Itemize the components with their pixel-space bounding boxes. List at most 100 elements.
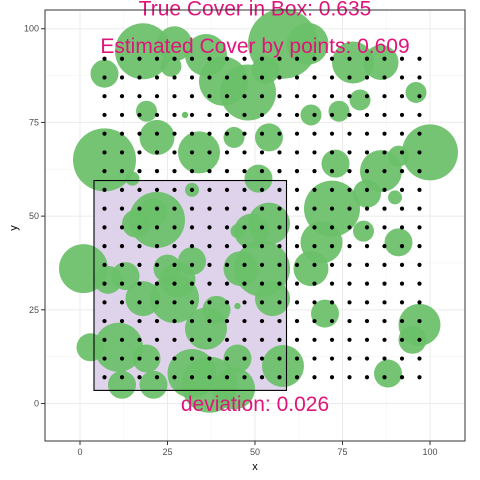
sample-point [417, 206, 422, 211]
sample-point [102, 169, 107, 174]
sample-point [224, 75, 230, 80]
sample-point [277, 56, 282, 61]
sample-point [207, 94, 212, 99]
sample-point [382, 375, 387, 380]
sample-point [189, 375, 195, 380]
cover-circle [262, 345, 304, 388]
sample-point [224, 94, 230, 99]
cover-circle [132, 344, 161, 373]
sample-point [347, 56, 352, 61]
sample-point [242, 206, 247, 211]
sample-point [189, 169, 195, 174]
sample-point [137, 131, 142, 136]
cover-circle-small [234, 302, 241, 310]
sample-point [154, 169, 160, 174]
sample-point [154, 262, 160, 267]
sample-point [417, 262, 422, 267]
sample-point [312, 318, 317, 324]
cover-circle [300, 104, 322, 126]
sample-point [277, 206, 282, 211]
sample-point [347, 337, 352, 342]
sample-point [294, 318, 300, 324]
sample-point [382, 225, 387, 230]
sample-point [207, 75, 212, 80]
cover-circle [255, 123, 283, 152]
sample-point [294, 244, 300, 249]
sample-point [417, 281, 422, 286]
sample-point [172, 206, 177, 211]
sample-point [189, 356, 195, 361]
x-tick-label: 25 [162, 447, 172, 457]
sample-point [154, 94, 160, 99]
sample-point [417, 169, 422, 174]
sample-point [224, 262, 230, 267]
sample-point [382, 187, 387, 192]
sample-point [329, 131, 335, 136]
sample-point [137, 356, 142, 361]
sample-point [259, 337, 265, 342]
sample-point [242, 225, 247, 230]
y-tick-label: 50 [29, 211, 39, 221]
cover-circle [90, 59, 119, 88]
sample-point [364, 281, 370, 286]
sample-point [277, 244, 282, 249]
sample-point [224, 356, 230, 361]
cover-circle [108, 370, 136, 399]
sample-point [172, 244, 177, 249]
cover-circle [286, 22, 329, 65]
sample-point [294, 112, 300, 118]
sample-point [312, 112, 317, 118]
sample-point [207, 56, 212, 61]
sample-point [137, 75, 142, 80]
sample-point [347, 131, 352, 136]
sample-point [119, 375, 125, 380]
sample-point [224, 150, 230, 155]
sample-point [207, 375, 212, 380]
sample-point [417, 187, 422, 192]
annotation-text: Estimated Cover by points: 0.609 [100, 35, 409, 58]
cover-circle-small [181, 111, 189, 119]
sample-point [137, 112, 142, 118]
sample-point [417, 75, 422, 80]
sample-point [102, 262, 107, 267]
sample-point [119, 150, 125, 155]
sample-point [189, 300, 195, 305]
sample-point [242, 169, 247, 174]
sample-point [259, 56, 265, 61]
cover-circle [374, 359, 402, 388]
sample-point [172, 300, 177, 305]
cover-circle [388, 190, 402, 205]
sample-point [312, 262, 317, 267]
sample-point [172, 150, 177, 155]
sample-point [189, 337, 195, 342]
sample-point [207, 225, 212, 230]
sample-point [364, 131, 370, 136]
sample-point [399, 337, 405, 342]
sample-point [119, 94, 125, 99]
x-tick-label: 50 [250, 447, 260, 457]
sample-point [417, 356, 422, 361]
sample-point [242, 56, 247, 61]
cover-circle [384, 228, 413, 257]
sample-point [399, 244, 405, 249]
cover-circle [111, 262, 140, 291]
sample-point [242, 131, 247, 136]
sample-point [154, 375, 160, 380]
sample-point [294, 281, 300, 286]
sample-point [277, 262, 282, 267]
x-axis-title: x [252, 461, 258, 473]
sample-point [364, 112, 370, 118]
sample-point [364, 300, 370, 305]
sample-point [347, 244, 352, 249]
sample-point [382, 337, 387, 342]
sample-point [347, 150, 352, 155]
cover-circle [223, 126, 245, 148]
sample-point [102, 356, 107, 361]
sample-point [364, 262, 370, 267]
sample-point [207, 337, 212, 342]
sample-point [119, 356, 125, 361]
sample-point [277, 375, 282, 380]
sample-point [312, 131, 317, 136]
sample-point [277, 75, 282, 80]
sample-point [154, 131, 160, 136]
